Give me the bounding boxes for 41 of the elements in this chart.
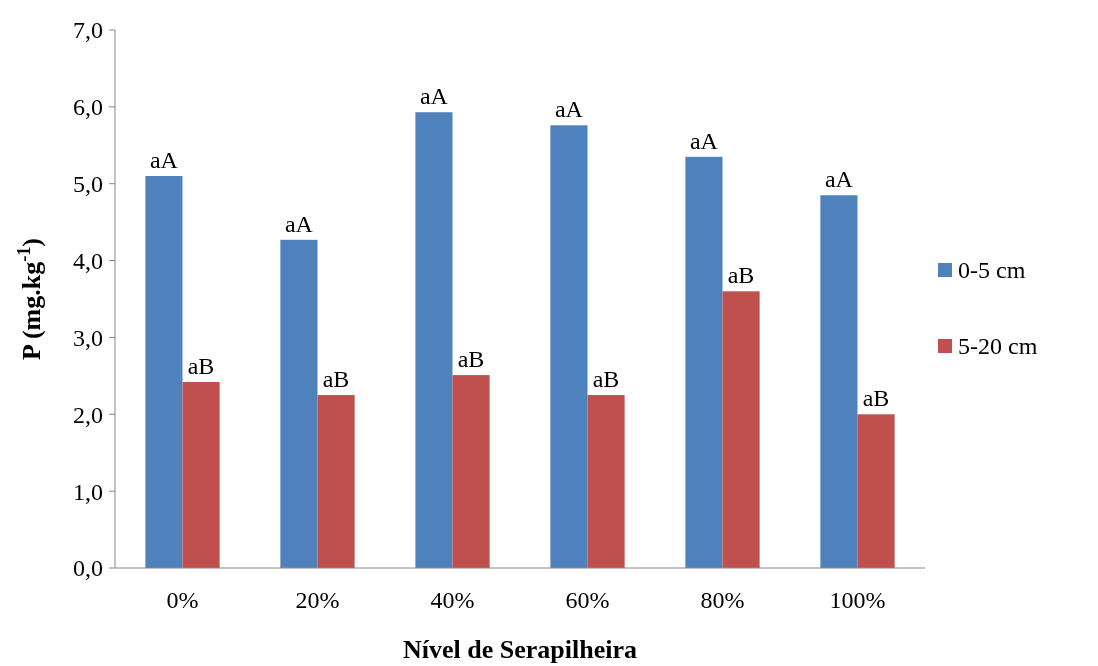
data-label: aA [284,210,314,237]
data-label: aB [457,346,485,373]
bar [587,395,625,568]
legend-label: 0-5 cm [958,257,1026,284]
x-axis-title: Nível de Serapilheira [403,635,637,664]
bar [452,375,490,568]
y-tick-label: 7,0 [73,17,103,44]
bar [722,291,760,568]
data-label: aA [554,96,584,123]
x-tick-label: 0% [166,587,199,613]
data-label: aA [689,127,719,154]
data-label: aA [149,147,179,174]
x-tick-label: 100% [829,587,886,613]
y-tick-label: 0,0 [73,555,103,582]
bar [415,112,453,568]
data-label: aB [187,353,215,380]
data-label: aB [592,366,620,393]
x-tick-label: 20% [295,587,340,613]
data-label: aA [419,83,449,110]
bar [317,395,355,568]
y-tick-label: 2,0 [73,401,103,428]
legend-label: 5-20 cm [958,333,1038,360]
x-tick-label: 60% [565,587,610,613]
data-label: aB [727,262,755,289]
y-tick-label: 6,0 [73,94,103,121]
y-tick-label: 5,0 [73,171,103,198]
bar [182,382,220,568]
bar [145,176,183,568]
bar [820,195,858,568]
x-tick-label: 40% [430,587,475,613]
data-label: aB [322,366,350,393]
bar [685,156,723,568]
x-tick-label: 80% [700,587,745,613]
data-label: aB [862,385,890,412]
y-tick-label: 3,0 [73,324,103,351]
y-tick-label: 1,0 [73,478,103,505]
bar [550,125,588,568]
data-label: aA [824,166,854,193]
bar [857,414,895,568]
bar [280,239,318,568]
y-tick-label: 4,0 [73,247,103,274]
